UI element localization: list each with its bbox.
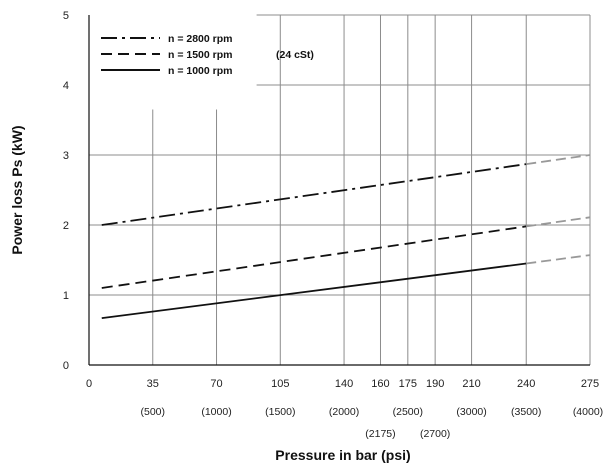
- x-psi-label: (3500): [511, 406, 541, 418]
- x-psi-label: (3000): [456, 406, 486, 418]
- series-extension-n-1500-rpm: [526, 216, 591, 228]
- ticks: 0 35 70 105 140 160 175 190 210 240 275(500) (1000)…: [63, 10, 603, 440]
- x-psi-label: (2175): [365, 428, 395, 440]
- x-tick-label: 105: [271, 378, 289, 390]
- x-tick-label: 175: [399, 378, 417, 390]
- x-tick-label: 190: [426, 378, 444, 390]
- legend-label-n-1500-rpm: n = 1500 rpm: [168, 49, 233, 61]
- series-line-n-2800-rpm: [101, 163, 527, 226]
- x-tick-label: 140: [335, 378, 353, 390]
- x-psi-label: (2700): [420, 428, 450, 440]
- y-tick-label: 4: [63, 80, 69, 92]
- series-extension-n-1000-rpm: [526, 254, 591, 265]
- x-tick-label: 70: [210, 378, 222, 390]
- series-extension-n-2800-rpm: [526, 154, 591, 165]
- y-tick-label: 0: [63, 360, 69, 372]
- x-tick-label: 275: [581, 378, 599, 390]
- legend-note: (24 cSt): [276, 49, 314, 61]
- x-tick-label: 0: [86, 378, 92, 390]
- x-psi-label: (1000): [201, 406, 231, 418]
- x-psi-label: (1500): [265, 406, 295, 418]
- x-tick-label: 35: [147, 378, 159, 390]
- y-tick-label: 3: [63, 150, 69, 162]
- x-psi-label: (4000): [573, 406, 603, 418]
- x-tick-label: 210: [462, 378, 480, 390]
- series-line-n-1000-rpm: [101, 262, 527, 319]
- x-psi-label: (2000): [329, 406, 359, 418]
- series-layer: [101, 154, 591, 319]
- y-axis-title: Power loss Ps (kW): [9, 125, 25, 254]
- y-tick-label: 1: [63, 290, 69, 302]
- x-tick-label: 240: [517, 378, 535, 390]
- x-psi-label: (500): [141, 406, 166, 418]
- legend-label-n-2800-rpm: n = 2800 rpm: [168, 33, 233, 45]
- x-axis-title: Pressure in bar (psi): [275, 447, 410, 463]
- legend-label-n-1000-rpm: n = 1000 rpm: [168, 65, 233, 77]
- series-line-n-1500-rpm: [101, 225, 527, 289]
- grid: [88, 14, 591, 366]
- y-tick-label: 5: [63, 10, 69, 22]
- y-tick-label: 2: [63, 220, 69, 232]
- x-psi-label: (2500): [393, 406, 423, 418]
- legend: n = 2800 rpm n = 1500 rpm n = 1000 rpm (24 …: [101, 33, 314, 77]
- x-tick-label: 160: [371, 378, 389, 390]
